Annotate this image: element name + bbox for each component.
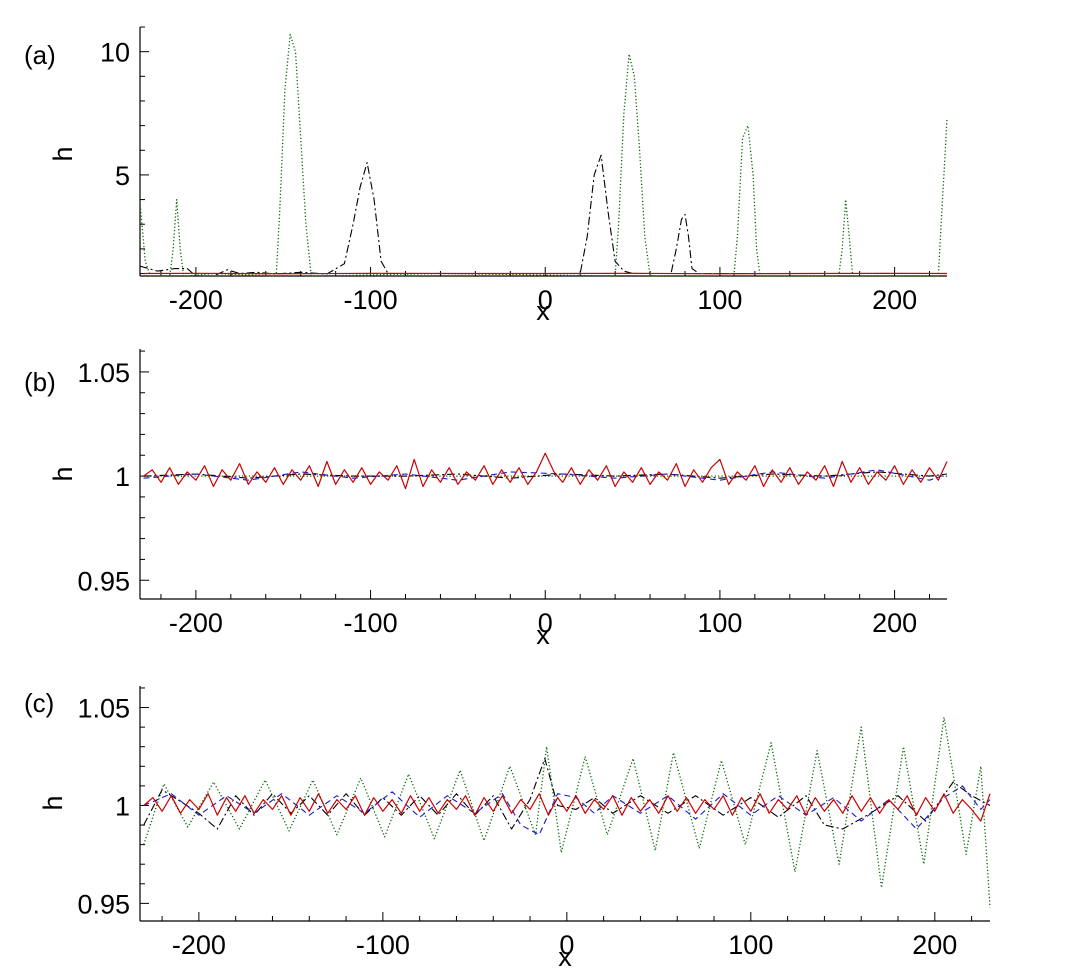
panel-b-ytick-label: 1.05 bbox=[77, 358, 130, 388]
panel-a-series-black-dashdot bbox=[139, 154, 947, 277]
panel-c-y-axis-label: h bbox=[38, 795, 68, 810]
panel-a-xtick-label: 100 bbox=[697, 285, 742, 315]
panel-c-xtick-label: 200 bbox=[912, 930, 957, 960]
panel-a-ytick-label: 10 bbox=[100, 38, 130, 68]
panel-a-series bbox=[139, 33, 948, 277]
panel-b-xtick-label: -100 bbox=[344, 608, 398, 638]
panel-a-xtick-label: 0 bbox=[538, 285, 553, 315]
panel-b-y-axis-label: h bbox=[48, 466, 78, 481]
panel-a-ticks: -200 -100 0 100 200 5 10 bbox=[100, 26, 931, 315]
panel-c-xtick-label: -200 bbox=[172, 930, 226, 960]
panel-b-series-blue-dashed bbox=[143, 469, 948, 481]
panel-a-ytick-label: 5 bbox=[115, 161, 130, 191]
panel-a-xtick-label: -100 bbox=[344, 285, 398, 315]
panel-c-ticks: -200 -100 0 100 200 0.95 1 1.05 bbox=[77, 687, 973, 960]
panel-a: (a) h x -200 -100 0 100 200 5 10 bbox=[24, 26, 948, 326]
panel-a-y-axis-label: h bbox=[48, 146, 78, 161]
panel-b-ticks: -200 -100 0 100 200 0.95 1 1.05 bbox=[77, 350, 931, 638]
panel-c-series-green-dotted bbox=[143, 716, 991, 908]
panel-c-ytick-label: 1 bbox=[115, 791, 130, 821]
panel-c-xtick-label: 100 bbox=[728, 930, 773, 960]
panel-b-xtick-label: 200 bbox=[872, 608, 917, 638]
panel-c-label: (c) bbox=[24, 688, 54, 718]
panel-b-xtick-label: -200 bbox=[169, 608, 223, 638]
panel-a-label: (a) bbox=[24, 40, 56, 70]
panel-b-ytick-label: 0.95 bbox=[77, 566, 130, 596]
panel-b-xtick-label: 0 bbox=[538, 608, 553, 638]
panel-c-ytick-label: 1.05 bbox=[77, 694, 130, 724]
panel-b-x-axis-label: x bbox=[536, 620, 550, 650]
panel-c: (c) h x -200 -100 0 100 200 0.95 1 1.05 bbox=[24, 686, 991, 972]
panel-b-series bbox=[143, 452, 948, 490]
panel-a-series-red-solid bbox=[143, 272, 948, 275]
panel-a-xtick-label: -200 bbox=[169, 285, 223, 315]
panel-c-x-axis-label: x bbox=[558, 942, 572, 972]
panel-b-series-red-solid bbox=[143, 452, 948, 490]
panel-a-series-green-dotted bbox=[139, 33, 948, 277]
panel-c-series-blue-dashed bbox=[143, 785, 991, 836]
panel-c-ytick-label: 0.95 bbox=[77, 889, 130, 919]
panel-c-series bbox=[143, 716, 991, 908]
panel-a-x-axis-label: x bbox=[536, 296, 550, 326]
panel-b: (b) h x -200 -100 0 100 200 0.95 1 1.05 bbox=[24, 349, 948, 650]
panel-c-xtick-label: 0 bbox=[559, 930, 574, 960]
panel-a-xtick-label: 200 bbox=[872, 285, 917, 315]
panel-c-series-black-dashdot bbox=[143, 757, 991, 830]
panel-b-xtick-label: 100 bbox=[697, 608, 742, 638]
panel-c-series-red-solid bbox=[143, 793, 991, 822]
panel-b-label: (b) bbox=[24, 367, 56, 397]
panel-b-ytick-label: 1 bbox=[115, 462, 130, 492]
panel-c-xtick-label: -100 bbox=[356, 930, 410, 960]
